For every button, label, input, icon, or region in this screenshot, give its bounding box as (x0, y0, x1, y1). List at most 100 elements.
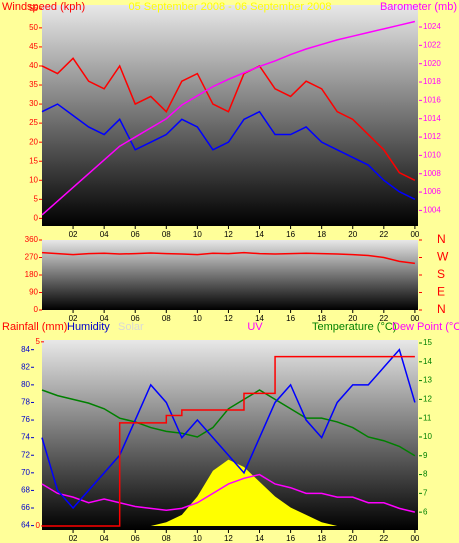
y-tick-label: 10 (29, 175, 38, 184)
x-tick-label: 04 (100, 314, 109, 323)
x-tick-label: 20 (348, 314, 357, 323)
x-tick-label: 10 (193, 230, 202, 239)
y2-tick-label: 1024 (423, 22, 441, 31)
y-tick-label: 180 (25, 270, 39, 279)
x-tick-label: 00 (410, 534, 419, 543)
y-tick-label: 5 (34, 194, 39, 203)
y2-tick-label: 1018 (423, 77, 441, 86)
y2-tick-label: 13 (423, 376, 432, 385)
series-line (41, 348, 416, 510)
y2-tick-label: 9 (423, 451, 428, 460)
x-tick-label: 14 (255, 534, 264, 543)
y2-tick-label: S (437, 267, 445, 281)
x-tick-label: 02 (69, 534, 78, 543)
axis-label: Humidity (67, 321, 110, 333)
x-tick-label: 06 (131, 314, 140, 323)
x-tick-label: 08 (162, 534, 171, 543)
x-tick-label: 22 (379, 314, 388, 323)
chart-title: 05 September 2008 - 06 September 2008 (128, 1, 331, 13)
series-line (42, 355, 415, 527)
solar-area (42, 459, 415, 526)
y3-tick-label: 5 (36, 337, 41, 346)
series-line (41, 20, 416, 216)
axis-label: Windspeed (kph) (2, 1, 85, 13)
y2-tick-label: 1006 (423, 187, 441, 196)
x-tick-label: 18 (317, 230, 326, 239)
y2-tick-label: 1012 (423, 132, 441, 141)
x-tick-label: 16 (286, 314, 295, 323)
y2-tick-label: 6 (423, 507, 428, 516)
y2-tick-label: 10 (423, 432, 432, 441)
y2-tick-label: N (437, 302, 446, 316)
y-tick-label: 90 (29, 288, 38, 297)
y-tick-label: 20 (29, 137, 38, 146)
x-tick-label: 10 (193, 534, 202, 543)
x-tick-label: 22 (379, 534, 388, 543)
y3-tick-label: 0 (36, 521, 41, 530)
x-tick-label: 06 (131, 534, 140, 543)
y-tick-label: 74 (21, 433, 30, 442)
x-tick-label: 06 (131, 230, 140, 239)
axis-label: Temperature (°C) (312, 321, 396, 333)
x-tick-label: 12 (224, 534, 233, 543)
y-tick-label: 360 (25, 235, 39, 244)
y-tick-label: 40 (29, 61, 38, 70)
y-tick-label: 66 (21, 503, 30, 512)
x-tick-label: 16 (286, 534, 295, 543)
x-tick-label: 18 (317, 534, 326, 543)
y-tick-label: 15 (29, 156, 38, 165)
y-tick-label: 80 (21, 380, 30, 389)
y2-tick-label: 1022 (423, 40, 441, 49)
x-tick-label: 02 (69, 230, 78, 239)
axis-label: Barometer (mb) (380, 1, 457, 13)
axis-label: Solar (118, 321, 144, 333)
series-line (41, 57, 416, 181)
y-tick-label: 64 (21, 521, 30, 530)
x-tick-label: 20 (348, 230, 357, 239)
y2-tick-label: 15 (423, 338, 432, 347)
x-tick-label: 22 (379, 230, 388, 239)
axis-label: Rainfall (mm) (2, 321, 67, 333)
y-tick-label: 25 (29, 118, 38, 127)
series-line (41, 103, 416, 201)
x-tick-label: 14 (255, 230, 264, 239)
y-tick-label: 70 (21, 468, 30, 477)
x-tick-label: 04 (100, 534, 109, 543)
y2-tick-label: 1020 (423, 59, 441, 68)
y-tick-label: 0 (34, 213, 39, 222)
y2-tick-label: 1008 (423, 169, 441, 178)
y-tick-label: 35 (29, 80, 38, 89)
x-tick-label: 04 (100, 230, 109, 239)
x-tick-label: 20 (348, 534, 357, 543)
y2-tick-label: 14 (423, 357, 432, 366)
y-tick-label: 45 (29, 42, 38, 51)
x-tick-label: 18 (317, 314, 326, 323)
y-tick-label: 72 (21, 450, 30, 459)
x-tick-label: 10 (193, 314, 202, 323)
x-tick-label: 12 (224, 230, 233, 239)
x-tick-label: 08 (162, 314, 171, 323)
x-tick-label: 08 (162, 230, 171, 239)
y2-tick-label: 7 (423, 488, 428, 497)
y-tick-label: 270 (25, 253, 39, 262)
series-line (41, 389, 416, 457)
y2-tick-label: 1016 (423, 95, 441, 104)
x-tick-label: 14 (255, 314, 264, 323)
y-tick-label: 84 (21, 345, 30, 354)
y2-tick-label: 11 (423, 413, 432, 422)
y2-tick-label: 1010 (423, 150, 441, 159)
axis-label: Dew Point (°C) (392, 321, 459, 333)
y2-tick-label: 1004 (423, 206, 441, 215)
y-tick-label: 55 (29, 4, 38, 13)
y-tick-label: 30 (29, 99, 38, 108)
y2-tick-label: 8 (423, 470, 428, 479)
x-tick-label: 16 (286, 230, 295, 239)
y2-tick-label: N (437, 232, 446, 246)
axis-label: UV (247, 321, 263, 333)
y2-tick-label: E (437, 285, 445, 299)
y-tick-label: 50 (29, 23, 38, 32)
x-tick-label: 00 (410, 230, 419, 239)
y2-tick-label: W (437, 250, 449, 264)
y-tick-label: 76 (21, 415, 30, 424)
